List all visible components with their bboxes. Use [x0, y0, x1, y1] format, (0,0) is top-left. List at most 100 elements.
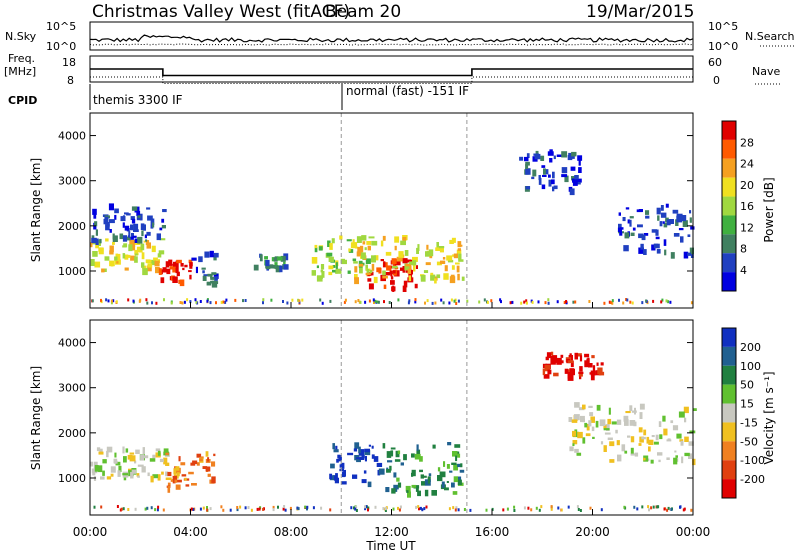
colorbar-segment [722, 158, 736, 178]
data-cell-3 [393, 472, 397, 478]
data-cell-1 [95, 238, 99, 245]
data-cell-4 [271, 257, 276, 262]
data-cell-2 [334, 477, 339, 484]
data-cell-5 [585, 433, 591, 437]
ground-scatter-cell [641, 505, 644, 509]
data-cell-9 [643, 249, 647, 255]
data-cell-9 [687, 234, 691, 237]
freq-panel: Freq. [MHz] 18 8 60 0 Nave [4, 52, 782, 87]
data-cell-0 [94, 465, 99, 472]
data-cell-3 [414, 453, 421, 460]
data-cell-5 [578, 407, 585, 411]
ground-scatter-cell [367, 506, 370, 510]
data-cell-5 [568, 417, 573, 422]
data-cell-0 [128, 244, 133, 252]
data-cell-0 [146, 242, 151, 249]
data-cell-0 [122, 446, 125, 454]
ground-scatter-cell [199, 300, 202, 303]
data-cell-8 [553, 155, 556, 160]
ground-scatter-cell [550, 505, 553, 509]
data-cell-4 [588, 363, 593, 368]
data-cell-7 [371, 263, 375, 271]
ground-scatter-cell [224, 300, 227, 304]
data-cell-0 [136, 246, 143, 253]
data-cell-1 [188, 471, 194, 475]
data-cell-5 [659, 434, 663, 440]
data-cell-0 [161, 471, 164, 475]
data-cell-3 [195, 266, 198, 274]
data-cell-0 [135, 449, 140, 454]
data-cell-0 [153, 257, 158, 261]
ground-scatter-cell [652, 299, 655, 303]
ground-scatter-cell [633, 505, 636, 509]
data-cell-2 [172, 267, 178, 273]
ground-scatter-cell [660, 300, 663, 304]
ground-scatter-cell [222, 300, 225, 304]
data-cell-9 [666, 219, 671, 226]
data-cell-0 [155, 448, 161, 452]
data-cell-5 [335, 268, 342, 274]
data-cell-5 [352, 258, 357, 262]
data-cell-5 [572, 443, 575, 446]
data-cell-5 [574, 448, 579, 453]
power-yticks: 4000 3000 2000 1000 [58, 130, 693, 278]
data-cell-6 [386, 265, 392, 271]
data-cell-9 [678, 228, 684, 231]
ground-scatter-cell [567, 505, 570, 509]
data-cell-8 [535, 150, 539, 156]
data-cell-1 [105, 224, 110, 231]
data-cell-0 [117, 470, 121, 477]
data-cell-5 [318, 246, 323, 251]
data-cell-2 [332, 443, 335, 450]
data-cell-0 [159, 238, 166, 241]
data-cell-0 [106, 446, 113, 453]
data-cell-0 [109, 245, 114, 253]
freq-label-1: Freq. [8, 52, 35, 65]
data-cell-9 [690, 226, 695, 230]
data-cell-4 [273, 257, 278, 262]
data-cell-8 [549, 149, 553, 156]
data-cell-5 [328, 265, 334, 270]
data-cell-5 [588, 405, 593, 408]
data-cell-2 [367, 481, 372, 488]
ground-scatter-cell [146, 301, 149, 305]
colorbar-frame [721, 120, 737, 292]
data-cell-2 [378, 468, 385, 475]
data-cell-8 [571, 151, 577, 157]
data-cell-7 [367, 245, 371, 251]
data-cell-5 [361, 235, 367, 241]
data-cell-8 [525, 186, 531, 190]
data-cell-1 [162, 209, 167, 213]
data-cell-5 [609, 441, 615, 447]
data-cell-7 [425, 262, 431, 266]
ground-scatter-cell [202, 506, 205, 510]
data-cell-4 [597, 367, 603, 375]
data-cell-7 [426, 244, 429, 250]
data-cell-8 [574, 175, 579, 180]
ground-scatter-cell [415, 505, 418, 509]
data-cell-3 [451, 462, 457, 465]
data-cell-8 [552, 186, 555, 192]
data-cell-5 [655, 434, 659, 441]
noise-sky-series [89, 34, 694, 43]
freq-right-tick-top: 60 [708, 56, 722, 69]
data-cell-1 [108, 203, 114, 211]
data-cell-7 [357, 247, 363, 254]
ground-scatter-cell [282, 300, 284, 303]
ground-scatter-cell [466, 299, 469, 303]
data-cell-7 [394, 236, 400, 243]
data-cell-7 [354, 277, 359, 285]
data-cell-9 [665, 203, 669, 208]
ground-scatter-cell [206, 299, 209, 303]
ground-scatter-cell [434, 301, 437, 305]
data-cell-0 [109, 260, 115, 267]
data-cell-7 [391, 265, 398, 269]
ground-scatter-cell [540, 505, 543, 509]
data-cell-4 [567, 374, 574, 381]
data-cell-5 [348, 249, 354, 253]
data-cell-5 [688, 441, 694, 446]
data-cell-5 [643, 455, 649, 462]
data-cell-5 [590, 416, 595, 423]
data-cell-4 [591, 355, 595, 359]
data-cell-4 [280, 255, 286, 262]
